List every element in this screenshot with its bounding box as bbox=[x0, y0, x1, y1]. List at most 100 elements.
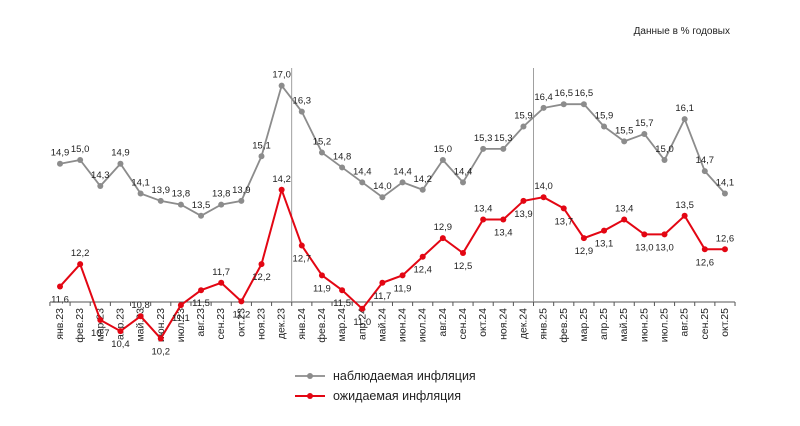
data-label: 15,0 bbox=[655, 144, 674, 155]
x-tick-label: фев.25 bbox=[558, 308, 570, 343]
x-tick-label: июл.24 bbox=[417, 308, 429, 342]
data-point bbox=[117, 328, 124, 335]
data-label: 15,3 bbox=[474, 133, 493, 144]
data-label: 14,9 bbox=[111, 148, 130, 159]
x-tick-label: июл.25 bbox=[659, 308, 671, 342]
x-tick-label: мар.23 bbox=[94, 308, 106, 342]
data-label: 11,7 bbox=[212, 267, 230, 278]
data-label: 12,9 bbox=[434, 222, 453, 233]
data-label: 14,8 bbox=[333, 151, 352, 162]
x-tick-label: мар.25 bbox=[578, 308, 590, 342]
data-point bbox=[681, 116, 688, 123]
data-point bbox=[278, 82, 285, 89]
data-label: 13,8 bbox=[172, 189, 191, 200]
data-point bbox=[439, 157, 446, 163]
data-point bbox=[621, 138, 628, 145]
data-label: 11,7 bbox=[374, 291, 392, 302]
data-point bbox=[540, 104, 547, 111]
data-point bbox=[57, 283, 63, 290]
data-point bbox=[157, 335, 164, 342]
data-point bbox=[57, 160, 63, 167]
x-tick-label: авг.25 bbox=[679, 308, 691, 337]
data-point bbox=[460, 179, 466, 186]
data-label: 10,7 bbox=[91, 328, 110, 339]
data-point bbox=[359, 179, 366, 186]
data-label: 12,5 bbox=[454, 261, 473, 272]
data-label: 14,4 bbox=[454, 166, 473, 177]
data-label: 14,0 bbox=[373, 181, 392, 192]
data-label: 14,4 bbox=[353, 166, 372, 177]
data-point bbox=[379, 279, 386, 286]
data-point bbox=[560, 205, 567, 212]
data-label: 13,9 bbox=[232, 185, 251, 196]
data-point bbox=[218, 279, 225, 286]
data-point bbox=[198, 212, 205, 219]
data-point bbox=[701, 168, 708, 175]
data-point bbox=[97, 316, 104, 323]
data-point bbox=[339, 287, 346, 294]
x-tick-label: июл.23 bbox=[175, 308, 187, 342]
data-point bbox=[298, 108, 305, 115]
series-line bbox=[59, 83, 726, 217]
data-point bbox=[157, 197, 164, 204]
data-point bbox=[520, 123, 527, 130]
x-tick-label: май.23 bbox=[135, 308, 147, 342]
data-label: 13,7 bbox=[555, 216, 574, 227]
x-tick-label: янв.25 bbox=[538, 308, 550, 340]
data-point bbox=[721, 246, 728, 253]
data-label: 13,8 bbox=[212, 189, 231, 200]
data-label: 16,5 bbox=[575, 88, 594, 99]
x-tick-label: окт.23 bbox=[235, 308, 247, 337]
data-point bbox=[621, 216, 628, 223]
x-tick-label: апр.24 bbox=[356, 308, 368, 340]
data-label: 12,9 bbox=[575, 246, 594, 257]
data-label: 13,0 bbox=[655, 242, 674, 253]
data-label: 16,4 bbox=[534, 92, 553, 103]
x-tick-label: авг.24 bbox=[437, 308, 449, 337]
data-label: 16,5 bbox=[555, 88, 574, 99]
data-point bbox=[258, 261, 265, 268]
data-point bbox=[177, 302, 184, 309]
x-tick-label: июн.25 bbox=[638, 308, 650, 342]
legend-marker bbox=[307, 373, 313, 379]
data-point bbox=[77, 157, 84, 163]
legend-label: ожидаемая инфляция bbox=[333, 389, 461, 403]
data-label: 15,2 bbox=[313, 137, 332, 148]
x-tick-label: сен.23 bbox=[215, 308, 227, 340]
data-label: 11,5 bbox=[192, 298, 210, 309]
data-point bbox=[480, 216, 487, 223]
data-label: 12,6 bbox=[716, 233, 735, 244]
data-label: 13,9 bbox=[152, 185, 171, 196]
data-label: 13,1 bbox=[595, 239, 614, 250]
legend-label: наблюдаемая инфляция bbox=[333, 369, 476, 383]
data-label: 15,0 bbox=[71, 144, 90, 155]
data-label: 12,6 bbox=[696, 257, 715, 268]
data-label: 17,0 bbox=[272, 70, 291, 81]
data-label: 16,3 bbox=[293, 96, 312, 107]
data-point bbox=[238, 197, 245, 204]
x-tick-label: ноя.24 bbox=[497, 308, 509, 340]
data-point bbox=[580, 101, 587, 108]
data-point bbox=[701, 246, 708, 253]
data-label: 14,1 bbox=[131, 177, 150, 188]
data-point bbox=[520, 197, 527, 204]
data-label: 15,0 bbox=[434, 144, 453, 155]
data-label: 14,4 bbox=[393, 166, 412, 177]
x-tick-label: янв.23 bbox=[54, 308, 66, 340]
data-label: 13,9 bbox=[514, 209, 533, 220]
x-tick-label: апр.23 bbox=[114, 308, 126, 340]
data-point bbox=[681, 212, 688, 219]
data-label: 15,9 bbox=[595, 111, 614, 122]
data-point bbox=[379, 194, 386, 201]
data-point bbox=[480, 145, 487, 152]
data-label: 10,4 bbox=[111, 339, 130, 350]
x-tick-label: ноя.23 bbox=[256, 308, 268, 340]
data-point bbox=[580, 235, 587, 242]
data-label: 11,5 bbox=[333, 298, 351, 309]
data-label: 11,2 bbox=[232, 309, 250, 320]
series-line bbox=[59, 186, 725, 341]
x-tick-label: фев.24 bbox=[316, 308, 328, 343]
data-label: 12,7 bbox=[293, 254, 312, 265]
data-point bbox=[661, 157, 668, 163]
